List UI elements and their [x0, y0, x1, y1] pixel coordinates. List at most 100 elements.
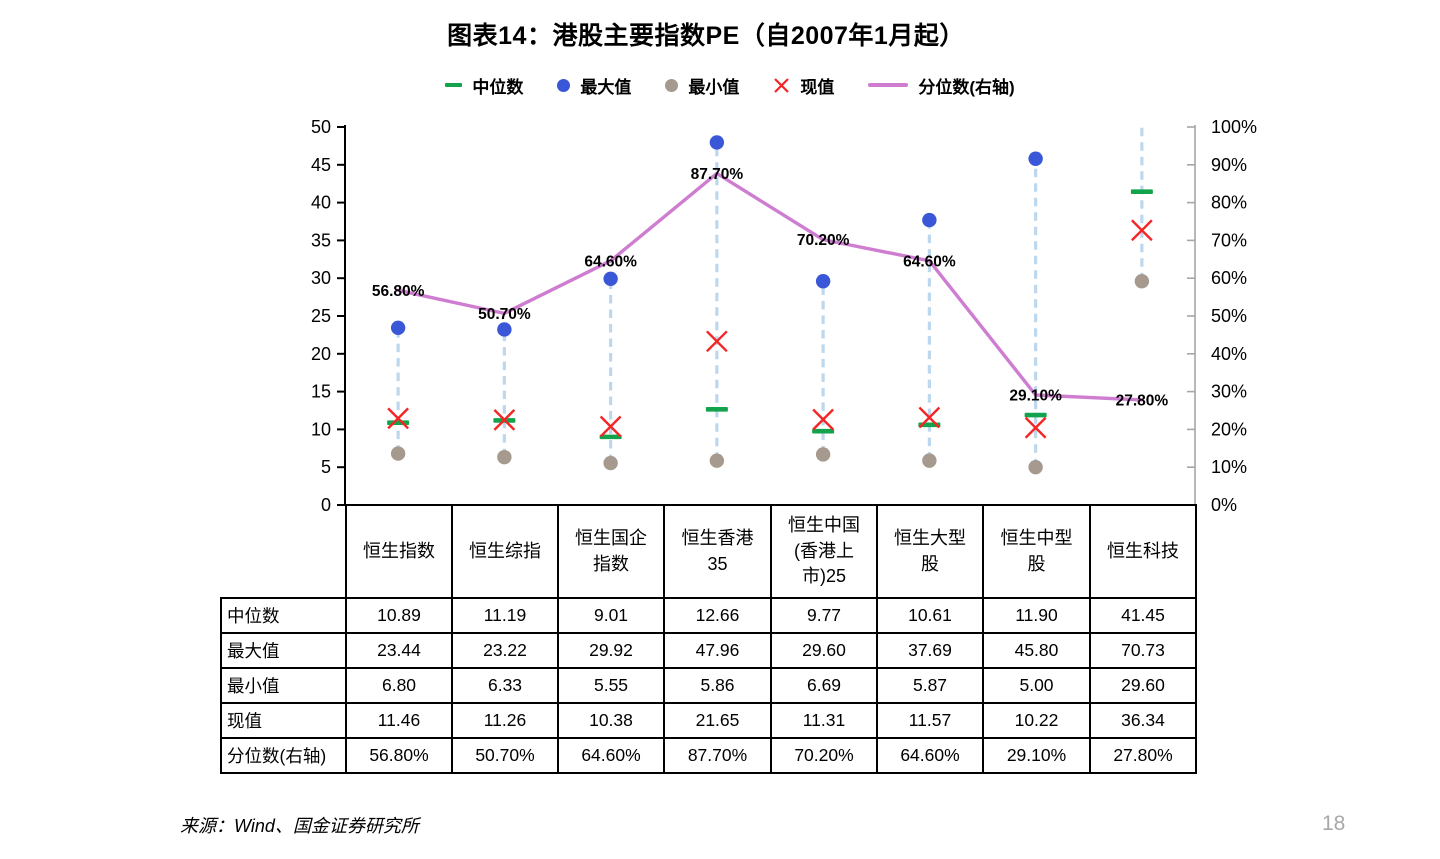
- table-corner-cell: [221, 505, 346, 598]
- left-axis-tick-label: 0: [321, 495, 331, 515]
- table-row: 中位数 10.89 11.19 9.01 12.66 9.77 10.61 11.90 41.4…: [220, 597, 1197, 634]
- table-row-label: 中位数: [220, 597, 347, 634]
- table-row-label: 分位数(右轴): [220, 737, 347, 774]
- table-cell: 29.10%: [982, 737, 1091, 774]
- table-cell: 56.80%: [345, 737, 453, 774]
- left-axis-tick-label: 45: [311, 155, 331, 175]
- min-marker: [603, 455, 618, 471]
- max-marker: [603, 271, 618, 287]
- left-axis-tick-label: 10: [311, 419, 331, 439]
- right-axis-tick-label: 100%: [1211, 117, 1257, 137]
- max-dot-icon: [557, 78, 571, 92]
- table-cell: 11.90: [982, 597, 1091, 634]
- min-dot-icon: [665, 78, 679, 92]
- legend-item-max: 最大值: [557, 73, 631, 98]
- table-cell: 10.61: [876, 597, 984, 634]
- current-marker: [493, 409, 516, 431]
- min-marker: [390, 446, 406, 461]
- table-cell: 87.70%: [663, 737, 772, 774]
- source-note: 来源：Wind、国金证券研究所: [180, 816, 419, 836]
- current-marker: [1131, 219, 1153, 242]
- percentile-point-label: 64.60%: [903, 253, 956, 270]
- table-row-label: 现值: [220, 702, 347, 739]
- table-cell: 5.55: [557, 667, 665, 704]
- table-cell: 5.00: [982, 667, 1091, 704]
- percentile-point-label: 27.80%: [1116, 392, 1169, 409]
- median-marker: [1130, 189, 1153, 194]
- max-marker: [922, 212, 937, 228]
- table-cell: 64.60%: [876, 737, 984, 774]
- table-cell: 9.77: [770, 597, 878, 634]
- median-dash-icon: [445, 82, 463, 88]
- percentile-point-label: 50.70%: [478, 306, 531, 323]
- legend-label: 现值: [800, 77, 835, 97]
- min-marker: [1134, 274, 1150, 289]
- table-row: 现值 11.46 11.26 10.38 21.65 11.31 11.57 10.22 36.…: [220, 702, 1197, 739]
- legend-label: 最小值: [688, 77, 740, 97]
- median-marker: [1024, 412, 1047, 418]
- legend-item-min: 最小值: [665, 73, 739, 98]
- min-marker: [709, 453, 725, 468]
- left-axis-tick-label: 20: [311, 344, 331, 364]
- table-col-header: 恒生中国(香港上市)25: [770, 504, 878, 599]
- legend-item-current: 现值: [773, 73, 834, 98]
- table-cell: 6.69: [770, 667, 878, 704]
- table-row: 最小值 6.80 6.33 5.55 5.86 6.69 5.87 5.00 29.60: [220, 667, 1197, 704]
- median-marker: [705, 406, 728, 412]
- current-marker: [706, 330, 728, 353]
- right-axis-tick-label: 40%: [1211, 344, 1247, 364]
- table-cell: 23.22: [451, 632, 559, 669]
- table-cell: 12.66: [663, 597, 772, 634]
- max-marker: [1028, 151, 1043, 166]
- table-cell: 21.65: [663, 702, 772, 739]
- table-cell: 11.31: [770, 702, 878, 739]
- right-axis-tick-label: 30%: [1211, 382, 1247, 402]
- table-cell: 11.19: [451, 597, 559, 634]
- legend-label: 中位数: [472, 77, 524, 97]
- percentile-point-label: 87.70%: [691, 166, 744, 183]
- legend-label: 分位数(右轴): [918, 77, 1015, 97]
- median-marker: [812, 428, 835, 434]
- right-axis-tick-label: 50%: [1211, 306, 1247, 326]
- current-marker: [387, 407, 409, 430]
- left-axis-tick-label: 40: [311, 193, 331, 213]
- table-row-label: 最大值: [220, 632, 347, 669]
- table-row: 分位数(右轴) 56.80% 50.70% 64.60% 87.70% 70.20% 64.…: [220, 737, 1197, 774]
- max-marker: [815, 274, 831, 289]
- min-marker: [815, 447, 831, 462]
- table-row: 最大值 23.44 23.22 29.92 47.96 29.60 37.69 45.80 70…: [220, 632, 1197, 669]
- max-marker: [709, 135, 725, 150]
- table-cell: 36.34: [1089, 702, 1197, 739]
- chart-title: 图表14：港股主要指数PE（自2007年1月起）: [447, 22, 965, 50]
- right-axis-tick-label: 90%: [1211, 155, 1247, 175]
- table-cell: 6.80: [345, 667, 453, 704]
- legend-item-percentile: 分位数(右轴): [868, 73, 1015, 98]
- table-cell: 11.26: [451, 702, 559, 739]
- table-cell: 47.96: [663, 632, 772, 669]
- current-marker: [1024, 416, 1047, 439]
- percentile-line: [396, 171, 1144, 402]
- table-row-label: 最小值: [220, 667, 347, 704]
- table-cell: 29.60: [1089, 667, 1197, 704]
- right-axis-tick-label: 70%: [1211, 230, 1247, 250]
- min-marker: [497, 449, 512, 465]
- table-cell: 27.80%: [1089, 737, 1197, 774]
- table-cell: 70.20%: [770, 737, 878, 774]
- left-axis-tick-label: 5: [321, 457, 331, 477]
- table-cell: 29.60: [770, 632, 878, 669]
- table-cell: 41.45: [1089, 597, 1197, 634]
- left-axis-tick-label: 50: [311, 117, 331, 137]
- table-cell: 70.73: [1089, 632, 1197, 669]
- left-axis-tick-label: 30: [311, 268, 331, 288]
- table-cell: 37.69: [876, 632, 984, 669]
- table-cell: 9.01: [557, 597, 665, 634]
- table-cell: 5.87: [876, 667, 984, 704]
- pe-chart: 50454035302520151050100%90%80%70%60%50%4…: [311, 117, 1257, 515]
- table-cell: 45.80: [982, 632, 1091, 669]
- current-marker: [599, 415, 622, 438]
- right-axis-tick-label: 0%: [1211, 495, 1237, 515]
- percentile-point-label: 70.20%: [797, 232, 850, 249]
- max-marker: [390, 320, 406, 335]
- table-col-header: 恒生中型股: [982, 504, 1091, 599]
